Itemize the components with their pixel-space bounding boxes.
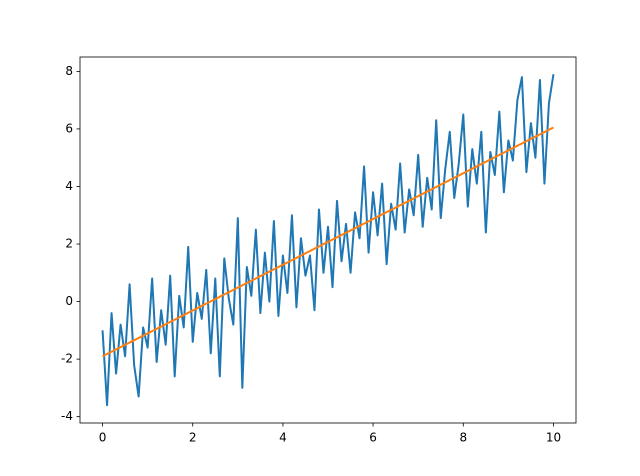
data-line — [102, 126, 554, 358]
y-tick-label: 2 — [65, 237, 73, 251]
y-tick-label: 6 — [65, 121, 73, 135]
y-tick-label: 0 — [65, 294, 73, 308]
y-tick-label: -4 — [61, 409, 73, 423]
y-tick-label: -2 — [61, 352, 73, 366]
x-tick-label: 0 — [99, 431, 107, 445]
x-tick-label: 8 — [459, 431, 467, 445]
plot-frame — [79, 56, 577, 424]
x-tick-label: 2 — [189, 431, 197, 445]
y-tick-label: 4 — [65, 179, 73, 193]
x-tick-label: 6 — [369, 431, 377, 445]
y-tick-label: 8 — [65, 64, 73, 78]
x-tick-label: 10 — [546, 431, 561, 445]
x-tick-label: 4 — [279, 431, 287, 445]
